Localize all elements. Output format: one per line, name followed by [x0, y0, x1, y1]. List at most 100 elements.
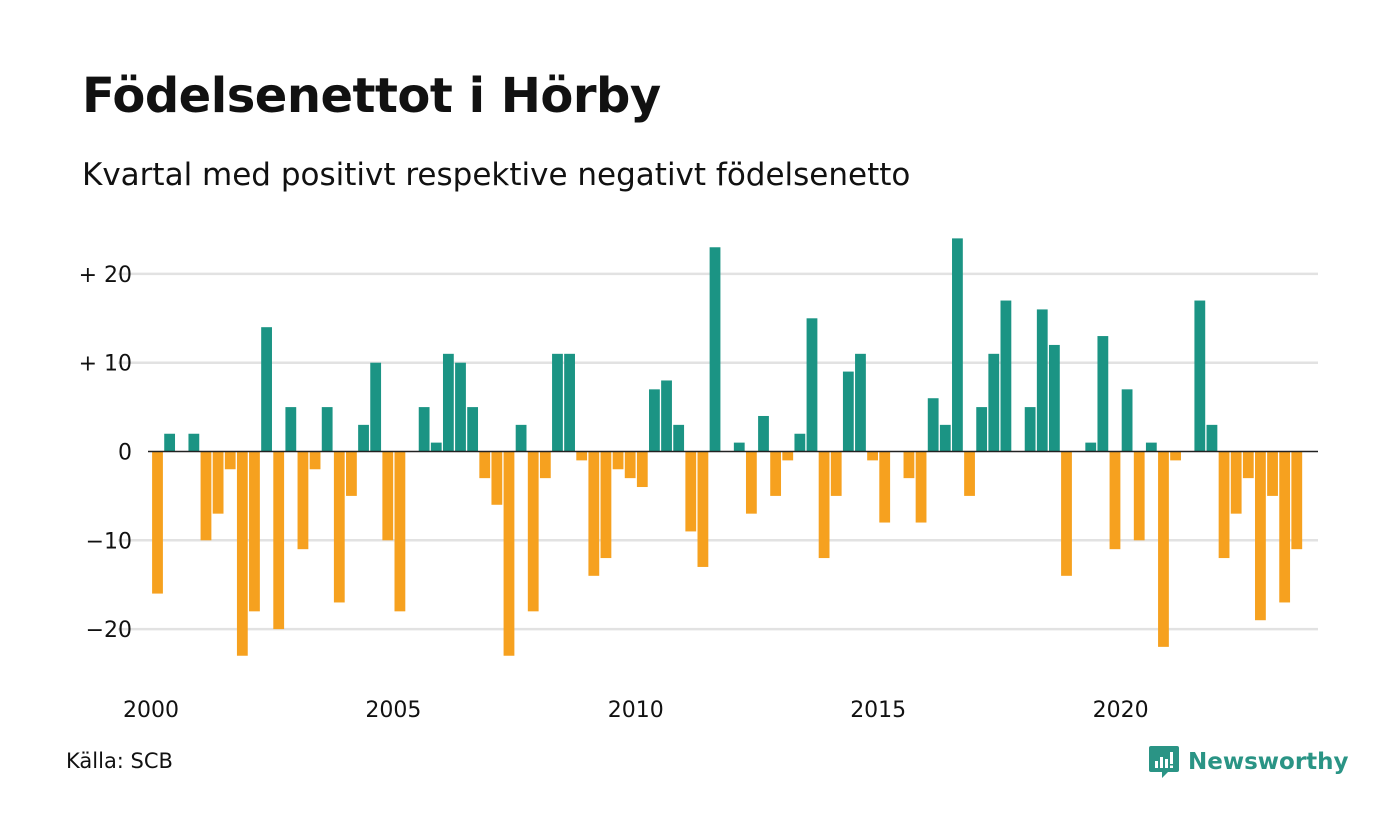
bar-negative [624, 451, 636, 479]
bar-negative [539, 451, 551, 479]
bar-negative [1170, 451, 1181, 461]
bar-positive [661, 380, 672, 452]
bar-positive [1048, 344, 1060, 452]
y-tick-label: + 10 [79, 352, 132, 377]
bar-positive [673, 424, 685, 452]
bar-negative [1109, 451, 1121, 550]
brand-logo: Newsworthy [1148, 744, 1349, 780]
newsworthy-logo-icon [1149, 746, 1179, 778]
bar-negative [1279, 451, 1291, 603]
bar-negative [1061, 451, 1072, 576]
bar-negative [309, 451, 321, 470]
bar-positive [442, 353, 454, 452]
bar-negative [903, 451, 915, 479]
bar-negative [1267, 451, 1278, 496]
bar-negative [1158, 451, 1169, 647]
bar-negative [273, 451, 285, 630]
bar-positive [455, 362, 466, 452]
bar-positive [285, 407, 297, 452]
bar-positive [1024, 407, 1036, 452]
bar-negative [297, 451, 309, 550]
bar-negative [612, 451, 624, 470]
bar-negative [346, 451, 357, 496]
bar-negative [770, 451, 782, 496]
bar-positive [733, 442, 745, 452]
bar-negative [745, 451, 757, 514]
bar-positive [709, 247, 721, 452]
bar-positive [467, 407, 479, 452]
bar-negative [1255, 451, 1266, 621]
bar-negative [818, 451, 830, 559]
bar-negative [964, 451, 975, 496]
bar-negative [879, 451, 891, 523]
axes: + 20 + 10 0 −10 −20 2000 2005 2010 2015 2020 [79, 263, 1318, 723]
bar-positive [1194, 300, 1206, 452]
bar-positive [855, 353, 866, 452]
bar-positive [370, 362, 382, 452]
y-tick-label: −10 [86, 529, 132, 554]
bar-positive [1097, 336, 1109, 452]
bar-negative [588, 451, 600, 576]
bar-positive [321, 407, 333, 452]
bar-positive [515, 424, 527, 452]
chart-title: Födelsenettot i Hörby [82, 68, 661, 124]
bars [152, 238, 1303, 656]
bar-negative [1230, 451, 1242, 514]
bar-negative [479, 451, 491, 479]
bar-positive [794, 433, 806, 452]
bar-negative [200, 451, 212, 541]
bar-negative [1242, 451, 1254, 479]
bar-negative [915, 451, 927, 523]
bar-positive [1121, 389, 1133, 452]
bar-negative [685, 451, 697, 532]
bar-positive [188, 433, 200, 452]
bar-positive [358, 424, 369, 452]
bar-positive [806, 318, 818, 452]
bar-positive [552, 353, 563, 452]
bar-negative [394, 451, 406, 612]
bar-positive [261, 327, 272, 452]
bar-negative [1133, 451, 1145, 541]
bar-negative [491, 451, 503, 505]
bar-negative [867, 451, 878, 461]
bar-positive [842, 371, 854, 452]
bar-negative [212, 451, 224, 514]
x-tick-label: 2000 [123, 698, 179, 723]
bar-positive [927, 398, 939, 452]
bar-positive [1085, 442, 1097, 452]
bar-positive [1000, 300, 1012, 452]
bar-positive [1036, 309, 1048, 452]
bar-positive [418, 407, 430, 452]
bar-positive [649, 389, 660, 452]
bar-positive [758, 415, 769, 452]
bar-negative [1291, 451, 1303, 550]
bar-negative [636, 451, 648, 488]
bar-negative [527, 451, 539, 612]
bar-positive [952, 238, 963, 452]
bar-negative [249, 451, 260, 612]
bar-negative [152, 451, 163, 594]
x-tick-label: 2010 [608, 698, 664, 723]
x-tick-label: 2015 [850, 698, 906, 723]
bar-positive [164, 433, 176, 452]
source-note: Källa: SCB [66, 749, 173, 773]
bar-negative [382, 451, 394, 541]
bar-positive [939, 424, 951, 452]
bar-positive [564, 353, 575, 452]
bar-negative [333, 451, 345, 603]
bar-negative [782, 451, 794, 461]
bar-negative [236, 451, 248, 656]
bar-positive [430, 442, 442, 452]
bar-positive [1206, 424, 1218, 452]
x-tick-label: 2020 [1093, 698, 1149, 723]
bar-negative [576, 451, 588, 461]
y-tick-label: + 20 [79, 263, 132, 288]
brand-name: Newsworthy [1188, 749, 1349, 775]
y-tick-label: 0 [118, 441, 132, 466]
bar-positive [988, 353, 1000, 452]
chart-subtitle: Kvartal med positivt respektive negativt… [82, 157, 911, 193]
bar-negative [224, 451, 236, 470]
y-tick-label: −20 [86, 618, 132, 643]
